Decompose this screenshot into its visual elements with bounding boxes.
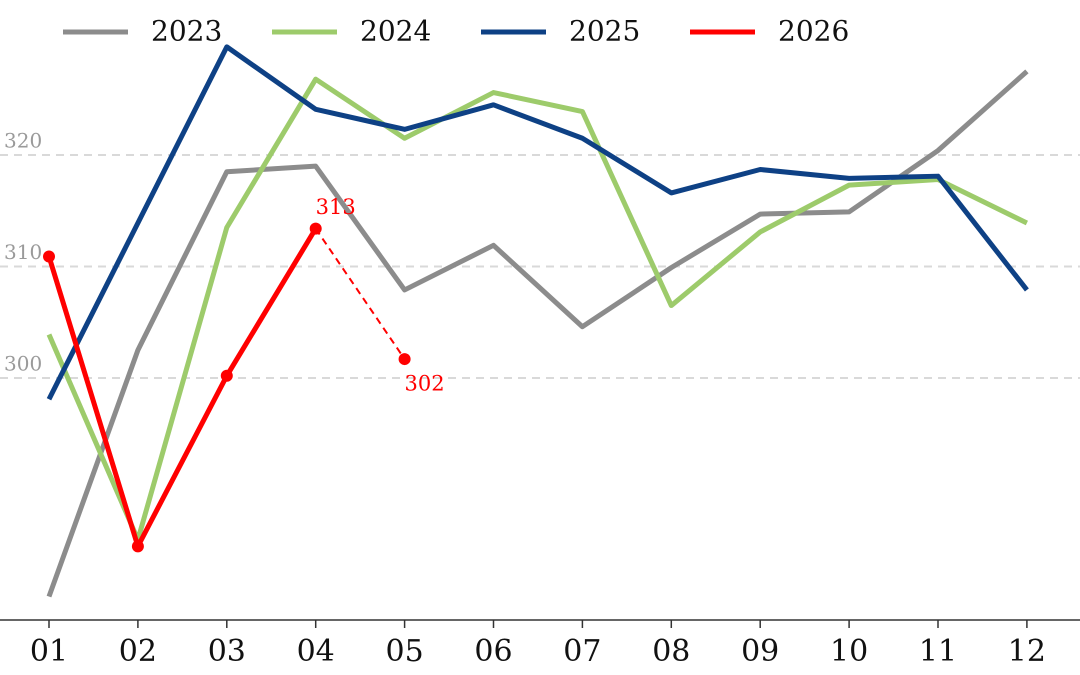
line	[46, 227, 318, 549]
forecast-line	[314, 228, 406, 360]
x-tick-label: 08	[652, 634, 690, 669]
data-label: 302	[405, 372, 445, 396]
y-tick-label: 300	[4, 352, 42, 376]
x-tick-label: 10	[830, 634, 868, 669]
legend-label: 2023	[151, 15, 222, 48]
legend-label: 2025	[569, 15, 640, 48]
x-tick-label: 05	[386, 634, 424, 669]
marker	[309, 222, 322, 235]
x-tick-label: 06	[474, 634, 512, 669]
y-tick-label: 320	[4, 129, 42, 153]
marker	[398, 353, 411, 366]
x-tick-label: 07	[563, 634, 601, 669]
x-tick-label: 09	[741, 634, 779, 669]
data-label: 313	[316, 195, 356, 219]
x-tick-label: 11	[919, 634, 957, 669]
y-tick-label: 310	[4, 240, 42, 264]
line	[46, 69, 1029, 598]
line	[46, 44, 1029, 401]
x-tick-label: 04	[297, 634, 335, 669]
marker	[131, 540, 144, 553]
x-tick-label: 02	[119, 634, 157, 669]
marker	[220, 369, 233, 382]
x-tick-label: 01	[30, 634, 68, 669]
x-tick-label: 12	[1008, 634, 1046, 669]
marker	[43, 250, 55, 263]
legend-label: 2026	[778, 15, 849, 48]
x-tick-label: 03	[208, 634, 246, 669]
legend-label: 2024	[360, 15, 431, 48]
line	[46, 76, 1028, 543]
